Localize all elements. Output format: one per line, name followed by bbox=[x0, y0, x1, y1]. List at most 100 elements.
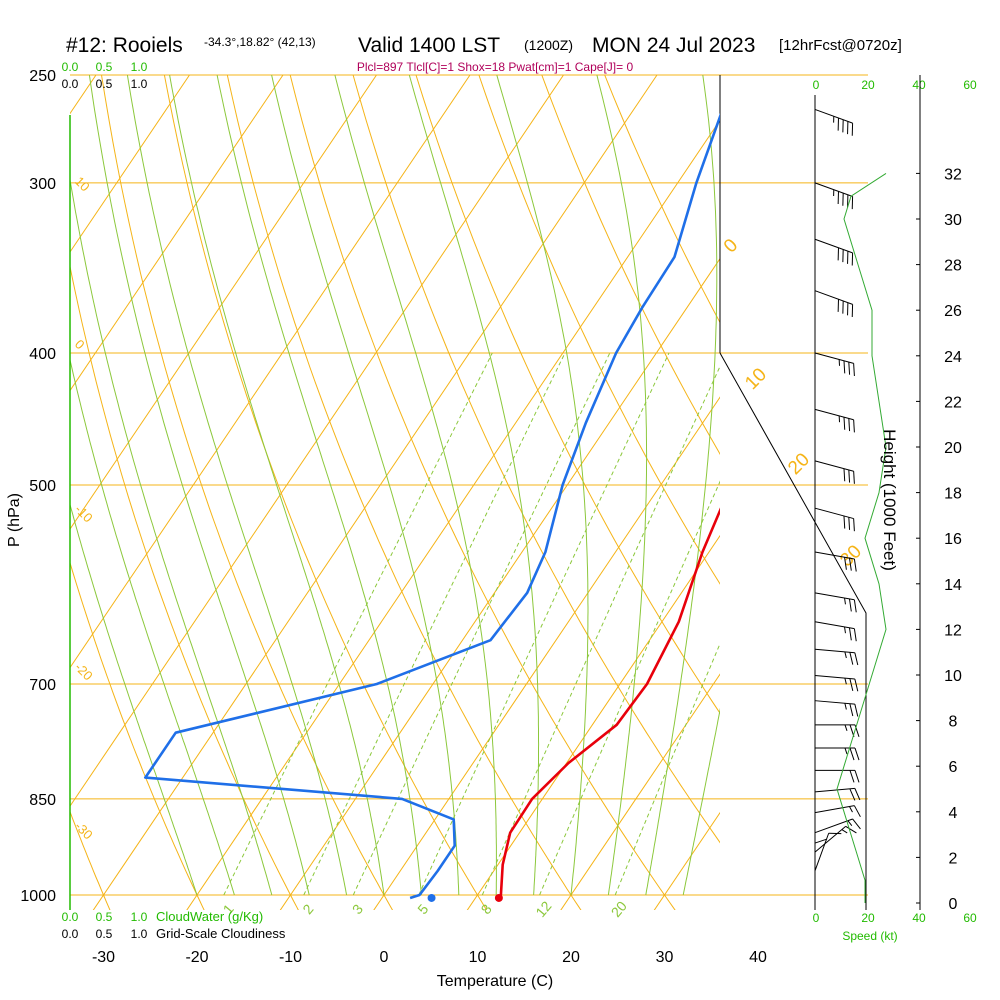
cloudwater-tick-bottom: 0.5 bbox=[96, 910, 113, 924]
height-tick-label: 28 bbox=[944, 258, 962, 275]
isotherm-line bbox=[373, 396, 720, 910]
wind-barb-half-feather bbox=[844, 724, 848, 731]
mixing-ratio-label: 20 bbox=[608, 898, 630, 920]
temperature-tick: 30 bbox=[656, 949, 674, 966]
wind-barb bbox=[814, 832, 842, 872]
forecast-info: [12hrFcst@0720z] bbox=[779, 37, 902, 54]
wind-barb-staff bbox=[814, 238, 853, 254]
height-tick-label: 20 bbox=[944, 440, 962, 457]
moist-adiabat bbox=[70, 357, 235, 896]
mixing-ratio-line bbox=[303, 352, 566, 896]
mixing-ratio-line bbox=[539, 480, 720, 896]
height-tick-label: 32 bbox=[944, 166, 962, 183]
temperature-tick: 20 bbox=[562, 949, 580, 966]
wind-barb bbox=[814, 352, 855, 377]
background-lines bbox=[70, 75, 720, 910]
speed-axis-label: Speed (kt) bbox=[842, 929, 897, 943]
mixing-ratio-label: 12 bbox=[532, 898, 554, 920]
cloudwater-tick-top: 0.0 bbox=[62, 60, 79, 74]
wind-barb-feather bbox=[853, 419, 855, 433]
wind-barb bbox=[815, 747, 860, 761]
temperature-tick: 40 bbox=[749, 949, 767, 966]
wind-barb-feather bbox=[848, 558, 852, 571]
station-location: -34.3°,18.82° (42,13) bbox=[204, 35, 316, 49]
speed-tick-bottom: 0 bbox=[813, 911, 820, 925]
dry-adiabat bbox=[415, 75, 720, 715]
wind-barb-feather bbox=[848, 418, 851, 432]
isotherm-line bbox=[279, 257, 720, 910]
pressure-tick-250: 250 bbox=[29, 68, 56, 85]
height-tick-label: 8 bbox=[949, 714, 958, 731]
wind-barb-feather bbox=[852, 818, 861, 830]
wind-barb-feather bbox=[849, 770, 855, 783]
wind-barb-feather bbox=[848, 362, 851, 375]
wind-barb-feather bbox=[848, 627, 852, 641]
wind-barb-staff bbox=[814, 648, 855, 654]
wind-barb-feather bbox=[853, 471, 855, 484]
cloudiness-tick-top: 0.0 bbox=[62, 77, 79, 91]
wind-barb-feather bbox=[854, 724, 860, 737]
moist-adiabat bbox=[334, 75, 497, 895]
isotherm-line bbox=[466, 534, 720, 910]
dry-adiabat bbox=[163, 75, 488, 910]
temperature-tick: -20 bbox=[185, 949, 208, 966]
wind-barb bbox=[814, 648, 859, 666]
wind-barb-feather bbox=[814, 838, 828, 844]
stability-indices: Plcl=897 Tlcl[C]=1 Shox=18 Pwat[cm]=1 Ca… bbox=[357, 60, 634, 74]
moist-adiabat bbox=[126, 75, 348, 896]
wind-barb-half-feather bbox=[844, 703, 847, 710]
wind-barb-feather bbox=[848, 517, 851, 530]
wind-barb-feather bbox=[854, 652, 859, 666]
sounding-profiles bbox=[144, 112, 720, 902]
isobar-lines bbox=[70, 74, 868, 896]
pressure-tick-850: 850 bbox=[29, 792, 56, 809]
wind-barb-feather bbox=[853, 558, 857, 572]
cloudwater-tick-top: 0.5 bbox=[96, 60, 113, 74]
station-title: #12: Rooiels bbox=[66, 34, 183, 57]
wind-barb bbox=[814, 238, 854, 266]
wind-barb-staff bbox=[814, 408, 854, 421]
wind-barb-feather bbox=[853, 518, 855, 532]
mixing-ratio-label: 8 bbox=[478, 901, 495, 917]
isotherm-line bbox=[92, 75, 658, 910]
cloudiness-tick-bottom: 1.0 bbox=[131, 927, 148, 941]
wind-barb-feather bbox=[843, 468, 846, 482]
temperature-tick: -10 bbox=[279, 949, 302, 966]
cloudwater-label: CloudWater (g/Kg) bbox=[156, 909, 263, 924]
wind-barb-staff bbox=[814, 108, 853, 124]
wind-barb-feather bbox=[844, 557, 847, 570]
wind-barb-feather bbox=[848, 469, 851, 483]
wind-barb-staff bbox=[814, 592, 855, 601]
height-tick-label: 22 bbox=[944, 394, 962, 411]
isotherm-line bbox=[70, 75, 190, 253]
wind-barb bbox=[814, 825, 857, 853]
dry-adiabat bbox=[226, 75, 582, 910]
dry-adiabat bbox=[541, 75, 720, 455]
surface-temperature-marker bbox=[494, 893, 503, 902]
wind-barb-staff bbox=[814, 352, 854, 364]
isotherm-line bbox=[70, 75, 377, 530]
wind-barb-feather bbox=[849, 788, 856, 801]
height-tick-label: 6 bbox=[949, 759, 958, 776]
wind-barb bbox=[814, 460, 855, 484]
moist-adiabat bbox=[70, 502, 198, 896]
height-tick-label: 2 bbox=[949, 850, 958, 867]
tropopause-boundary bbox=[719, 352, 867, 910]
dry-adiabat bbox=[604, 75, 720, 324]
mixing-ratio-label: 3 bbox=[349, 901, 366, 917]
wind-barb-feather bbox=[849, 652, 854, 665]
moist-adiabat bbox=[70, 176, 273, 896]
pressure-tick-300: 300 bbox=[29, 176, 56, 193]
wind-barb-half-feather bbox=[849, 806, 853, 813]
mixing-ratio-line bbox=[418, 352, 670, 896]
pressure-tick-400: 400 bbox=[29, 346, 56, 363]
speed-tick-top: 40 bbox=[912, 78, 926, 92]
mixing-ratio-line bbox=[481, 365, 720, 896]
mixing-ratio-line bbox=[223, 352, 493, 896]
wind-barb-feather bbox=[849, 678, 854, 691]
cloudwater-tick-top: 1.0 bbox=[131, 60, 148, 74]
height-tick-label: 24 bbox=[944, 349, 962, 366]
wind-barb bbox=[814, 805, 861, 818]
